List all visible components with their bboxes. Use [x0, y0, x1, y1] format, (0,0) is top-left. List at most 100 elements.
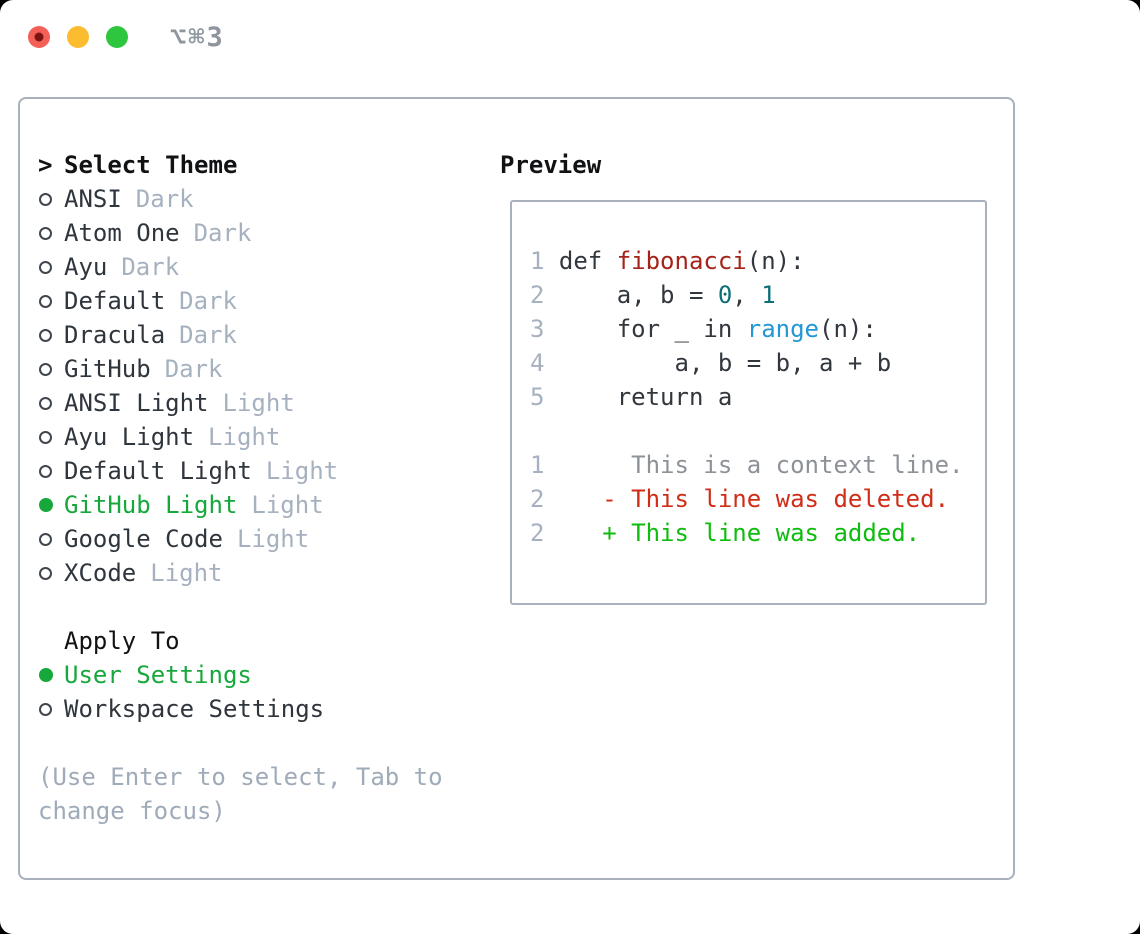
token-code: return a — [544, 383, 733, 411]
line-number: 2 — [530, 485, 545, 513]
code-line: 2 + This line was added. — [530, 516, 963, 550]
radio-selected-icon — [39, 668, 53, 682]
theme-option-google-code[interactable]: Google Code Light — [38, 522, 443, 556]
theme-option-label: Workspace Settings — [64, 695, 325, 723]
token-func: fibonacci — [616, 247, 747, 275]
code-line: 4 a, b = b, a + b — [530, 346, 963, 380]
code-line: 1 def fibonacci (n): — [530, 244, 963, 278]
theme-option-label: XCode — [64, 559, 137, 587]
token-code: , — [732, 281, 762, 309]
token-builtin: range — [746, 315, 819, 343]
radio-icon — [39, 430, 52, 444]
theme-option-tag: Light — [150, 559, 223, 587]
theme-option-label: Ayu — [64, 253, 108, 281]
theme-option-label: ANSI — [64, 185, 122, 213]
window-title: ⌥⌘3 — [170, 21, 225, 53]
apply-to-header-row: Apply To — [38, 624, 443, 658]
radio-icon — [39, 294, 52, 308]
apply-option-workspace-settings[interactable]: Workspace Settings — [38, 692, 443, 726]
theme-option-tag: Dark — [193, 219, 252, 247]
code-preview: 1 def fibonacci (n): 2 a, b = 0, 1 3 for … — [530, 244, 963, 550]
theme-option-label: Ayu Light — [64, 423, 195, 451]
radio-icon — [39, 532, 52, 546]
preview-pane: 1 def fibonacci (n): 2 a, b = 0, 1 3 for … — [510, 200, 987, 605]
token-code: def — [544, 247, 617, 275]
theme-dialog: > Select Theme ANSI Dark Atom One Dark A… — [18, 97, 1015, 880]
radio-icon — [39, 328, 52, 342]
theme-option-label: GitHub — [64, 355, 151, 383]
line-number: 2 — [530, 281, 545, 309]
line-number: 1 — [530, 247, 545, 275]
preview-header: Preview — [500, 151, 602, 179]
theme-option-xcode[interactable]: XCode Light — [38, 556, 443, 590]
traffic-lights — [28, 26, 128, 48]
token-added: + This line was added. — [544, 519, 921, 547]
token-num: 1 — [761, 281, 776, 309]
token-num: 0 — [717, 281, 733, 309]
theme-option-ayu-light[interactable]: Ayu Light Light — [38, 420, 443, 454]
theme-option-ansi-light[interactable]: ANSI Light Light — [38, 386, 443, 420]
radio-icon — [39, 566, 52, 580]
theme-option-tag: Light — [265, 457, 339, 485]
theme-option-tag: Dark — [179, 287, 237, 315]
theme-option-default-light[interactable]: Default Light Light — [38, 454, 443, 488]
spacer — [38, 726, 443, 760]
token-deleted: - This line was deleted. — [544, 485, 950, 513]
theme-option-label: GitHub Light — [64, 491, 238, 519]
theme-option-label: User Settings — [64, 661, 252, 689]
theme-option-label: ANSI Light — [64, 389, 209, 417]
theme-option-atom-one[interactable]: Atom One Dark — [38, 216, 443, 250]
radio-icon — [39, 260, 52, 274]
theme-option-tag: Light — [208, 423, 281, 451]
line-number: 1 — [530, 451, 545, 479]
apply-to-header: Apply To — [64, 627, 180, 655]
radio-icon — [39, 464, 52, 478]
code-line: 2 a, b = 0, 1 — [530, 278, 963, 312]
radio-icon — [39, 362, 52, 376]
theme-option-tag: Dark — [135, 185, 194, 213]
theme-list: ANSI Dark Atom One Dark Ayu Dark Default… — [38, 182, 443, 590]
line-number: 4 — [530, 349, 545, 377]
theme-option-tag: Light — [222, 389, 295, 417]
theme-option-github-light[interactable]: GitHub Light Light — [38, 488, 443, 522]
close-dot-icon — [34, 32, 44, 42]
theme-option-label: Default Light — [64, 457, 252, 485]
selection-arrow-icon: > — [38, 151, 53, 179]
code-line — [530, 414, 963, 448]
code-line: 3 for _ in range (n): — [530, 312, 963, 346]
line-number: 5 — [530, 383, 545, 411]
theme-option-tag: Light — [251, 491, 324, 519]
theme-option-default[interactable]: Default Dark — [38, 284, 443, 318]
theme-option-dracula[interactable]: Dracula Dark — [38, 318, 443, 352]
theme-option-github[interactable]: GitHub Dark — [38, 352, 443, 386]
minimize-button[interactable] — [67, 26, 89, 48]
theme-option-tag: Dark — [121, 253, 180, 281]
select-theme-header-row: > Select Theme — [38, 148, 443, 182]
zoom-button[interactable] — [106, 26, 128, 48]
code-line: 5 return a — [530, 380, 963, 414]
hint-line: change focus) — [38, 797, 226, 825]
theme-option-ayu[interactable]: Ayu Dark — [38, 250, 443, 284]
token-code: (n): — [746, 247, 805, 275]
radio-icon — [39, 192, 52, 206]
close-button[interactable] — [28, 26, 50, 48]
token-context: This is a context line. — [544, 451, 964, 479]
theme-option-ansi[interactable]: ANSI Dark — [38, 182, 443, 216]
token-code: (n): — [819, 315, 877, 343]
theme-option-label: Default — [64, 287, 166, 315]
code-line: 2 - This line was deleted. — [530, 482, 963, 516]
theme-option-tag: Light — [236, 525, 310, 553]
radio-selected-icon — [39, 498, 53, 512]
theme-option-label: Google Code — [64, 525, 223, 553]
line-number: 3 — [530, 315, 545, 343]
apply-to-options: User Settings Workspace Settings — [38, 658, 443, 726]
hint-text: (Use Enter to select, Tab to change focus… — [38, 760, 443, 828]
token-code: a, b = — [544, 281, 718, 309]
apply-option-user-settings[interactable]: User Settings — [38, 658, 443, 692]
code-line: 1 This is a context line. — [530, 448, 963, 482]
select-theme-header: Select Theme — [64, 151, 238, 179]
theme-option-tag: Dark — [179, 321, 237, 349]
spacer — [38, 590, 443, 624]
token-code: a, b = b, a + b — [544, 349, 892, 377]
hint-line: (Use Enter to select, Tab to — [38, 763, 443, 791]
